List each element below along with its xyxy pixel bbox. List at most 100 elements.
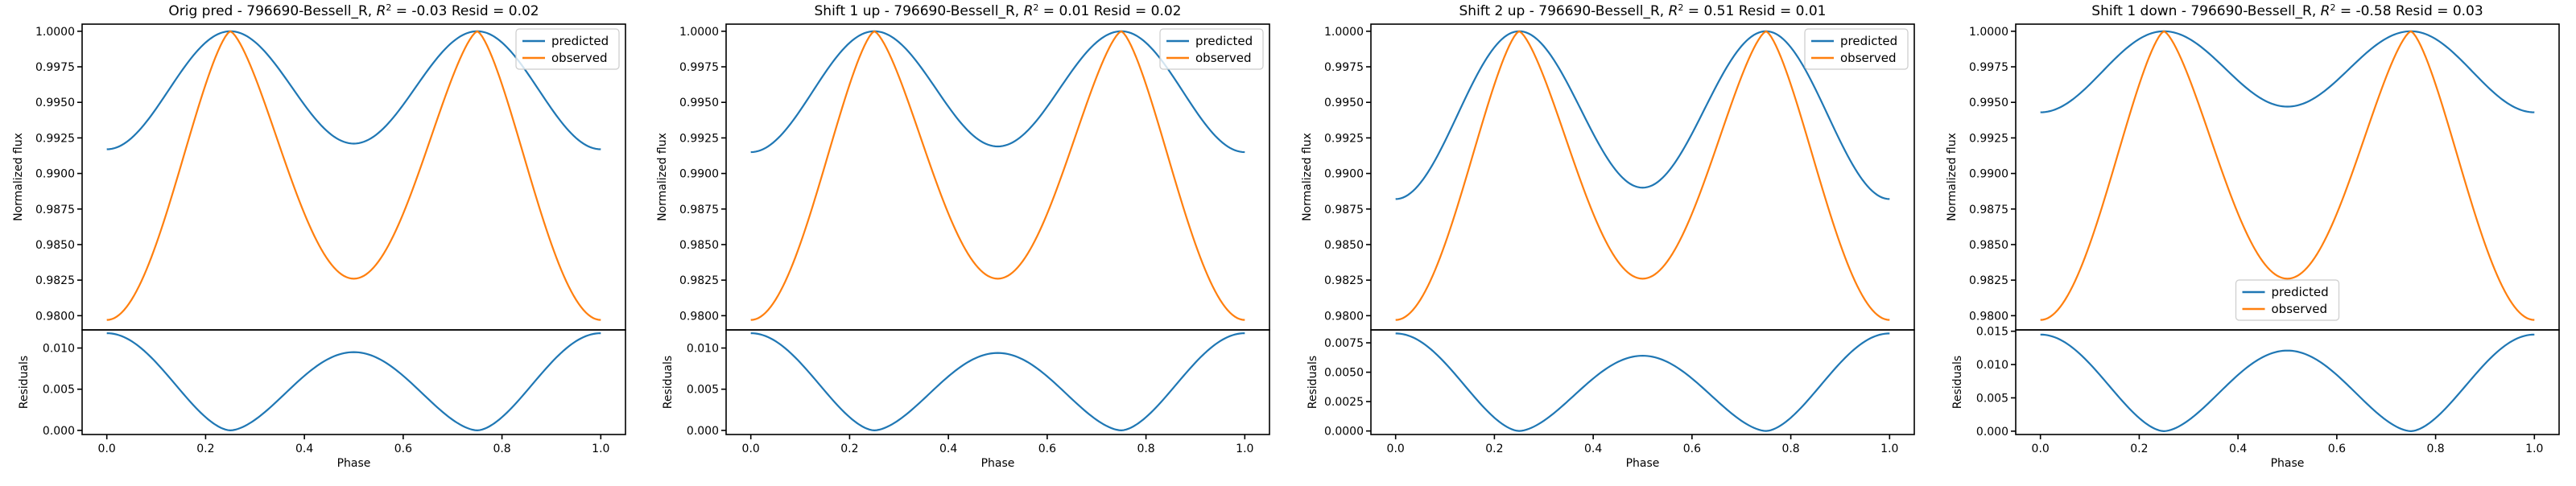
observed-line xyxy=(2040,30,2535,321)
y-axis-label: Normalized flux xyxy=(1946,133,1959,221)
chart-title-values: = -0.03 Resid = 0.02 xyxy=(391,3,539,19)
x-tick-label: 0.2 xyxy=(840,443,858,455)
r-squared-symbol: R xyxy=(1669,3,1678,19)
y-axis-label: Normalized flux xyxy=(1301,133,1314,221)
chart-title-main: Shift 1 up - 796690-Bessell_R, xyxy=(815,3,1024,19)
x-axis-label: Phase xyxy=(1626,457,1660,470)
observed-line xyxy=(1395,30,1890,321)
residual-y-tick-label: 0.0075 xyxy=(1324,337,1364,350)
y-tick-label: 0.9800 xyxy=(1969,310,2008,323)
legend-box xyxy=(2235,279,2340,321)
x-tick-label: 1.0 xyxy=(2525,443,2543,455)
x-tick-label: 1.0 xyxy=(592,443,609,455)
r-squared-exponent: 2 xyxy=(386,2,391,13)
y-tick-label: 1.0000 xyxy=(1324,26,1364,39)
legend-label-observed: observed xyxy=(551,51,608,65)
legend-label-observed: observed xyxy=(1840,51,1897,65)
residual-y-tick-label: 0.010 xyxy=(687,343,719,356)
x-axis-label: Phase xyxy=(2271,457,2305,470)
x-tick-label: 0.8 xyxy=(2426,443,2444,455)
residual-y-axis-label: Residuals xyxy=(18,356,31,409)
y-tick-label: 0.9850 xyxy=(679,239,719,252)
x-tick-label: 0.8 xyxy=(1137,443,1154,455)
legend-label-observed: observed xyxy=(2272,302,2328,316)
main-axes xyxy=(1370,23,1915,331)
x-tick-label: 1.0 xyxy=(1236,443,1253,455)
residual-y-tick-label: 0.010 xyxy=(1976,359,2008,372)
residual-line xyxy=(106,332,601,431)
residual-y-tick-label: 0.010 xyxy=(43,343,75,356)
chart-panel-2: Shift 1 up - 796690-Bessell_R, R2 = 0.01… xyxy=(656,2,1270,470)
chart-title-main: Orig pred - 796690-Bessell_R, xyxy=(168,3,376,19)
legend-label-observed: observed xyxy=(1195,51,1252,65)
y-tick-label: 1.0000 xyxy=(679,26,719,39)
residual-y-tick-label: 0.0000 xyxy=(1324,426,1364,439)
y-tick-label: 0.9825 xyxy=(1324,274,1364,287)
y-tick-label: 0.9950 xyxy=(679,97,719,109)
residual-y-tick-label: 0.005 xyxy=(43,384,75,397)
observed-line xyxy=(106,30,601,321)
main-axes xyxy=(725,23,1270,331)
chart-title-main: Shift 2 up - 796690-Bessell_R, xyxy=(1459,3,1669,19)
residual-y-tick-label: 0.0025 xyxy=(1324,396,1364,409)
residual-y-tick-label: 0.000 xyxy=(1976,426,2008,439)
y-tick-label: 0.9950 xyxy=(35,97,75,109)
y-tick-label: 0.9950 xyxy=(1324,97,1364,109)
chart-title: Shift 1 down - 796690-Bessell_R, R2 = -0… xyxy=(2091,2,2483,19)
x-tick-label: 0.6 xyxy=(2328,443,2346,455)
chart-title: Shift 2 up - 796690-Bessell_R, R2 = 0.51… xyxy=(1459,2,1827,19)
observed-line xyxy=(750,30,1245,321)
x-tick-label: 0.8 xyxy=(1781,443,1799,455)
residual-y-axis-label: Residuals xyxy=(1307,356,1319,409)
legend-box xyxy=(515,28,620,70)
x-tick-label: 0.0 xyxy=(98,443,116,455)
r-squared-symbol: R xyxy=(377,3,386,19)
y-tick-label: 0.9800 xyxy=(679,310,719,323)
legend: predicted observed xyxy=(1804,28,1909,70)
y-tick-label: 0.9950 xyxy=(1969,97,2008,109)
predicted-line xyxy=(2040,30,2535,113)
residual-y-tick-label: 0.000 xyxy=(43,425,75,438)
legend: predicted observed xyxy=(2235,279,2340,321)
chart-title: Shift 1 up - 796690-Bessell_R, R2 = 0.01… xyxy=(815,2,1182,19)
y-tick-label: 0.9875 xyxy=(1324,204,1364,216)
x-tick-label: 1.0 xyxy=(1880,443,1898,455)
x-axis-label: Phase xyxy=(337,457,371,470)
y-tick-label: 0.9925 xyxy=(1324,132,1364,145)
y-tick-label: 0.9900 xyxy=(35,168,75,181)
legend-box xyxy=(1159,28,1264,70)
y-tick-label: 1.0000 xyxy=(35,26,75,39)
r-squared-symbol: R xyxy=(2321,3,2330,19)
predicted-line xyxy=(1395,30,1890,200)
y-tick-label: 0.9900 xyxy=(679,168,719,181)
legend-box xyxy=(1804,28,1909,70)
x-tick-label: 0.4 xyxy=(295,443,313,455)
x-tick-label: 0.0 xyxy=(742,443,760,455)
x-tick-label: 0.0 xyxy=(2032,443,2050,455)
legend: predicted observed xyxy=(1159,28,1264,70)
x-tick-label: 0.8 xyxy=(493,443,510,455)
legend-label-predicted: predicted xyxy=(1195,34,1253,48)
residual-axes xyxy=(2015,329,2560,435)
r-squared-symbol: R xyxy=(1024,3,1034,19)
y-tick-label: 0.9850 xyxy=(1324,239,1364,252)
residual-line xyxy=(750,332,1245,431)
r-squared-exponent: 2 xyxy=(1033,2,1038,13)
legend-label-predicted: predicted xyxy=(551,34,609,48)
chart-panel-3: Shift 2 up - 796690-Bessell_R, R2 = 0.51… xyxy=(1301,2,1915,470)
y-tick-label: 0.9975 xyxy=(1969,61,2008,74)
residual-y-tick-label: 0.000 xyxy=(687,425,719,438)
chart-panel-1: Orig pred - 796690-Bessell_R, R2 = -0.03… xyxy=(12,2,626,470)
y-tick-label: 0.9875 xyxy=(1969,204,2008,216)
y-tick-label: 0.9975 xyxy=(35,61,75,74)
residual-y-axis-label: Residuals xyxy=(1951,356,1964,409)
legend-label-predicted: predicted xyxy=(1840,34,1897,48)
residual-y-axis-label: Residuals xyxy=(662,356,675,409)
y-tick-label: 0.9825 xyxy=(35,274,75,287)
residual-y-tick-label: 0.005 xyxy=(1976,392,2008,405)
x-tick-label: 0.2 xyxy=(196,443,214,455)
y-tick-label: 0.9925 xyxy=(679,132,719,145)
y-tick-label: 0.9925 xyxy=(35,132,75,145)
r-squared-exponent: 2 xyxy=(2330,2,2335,13)
